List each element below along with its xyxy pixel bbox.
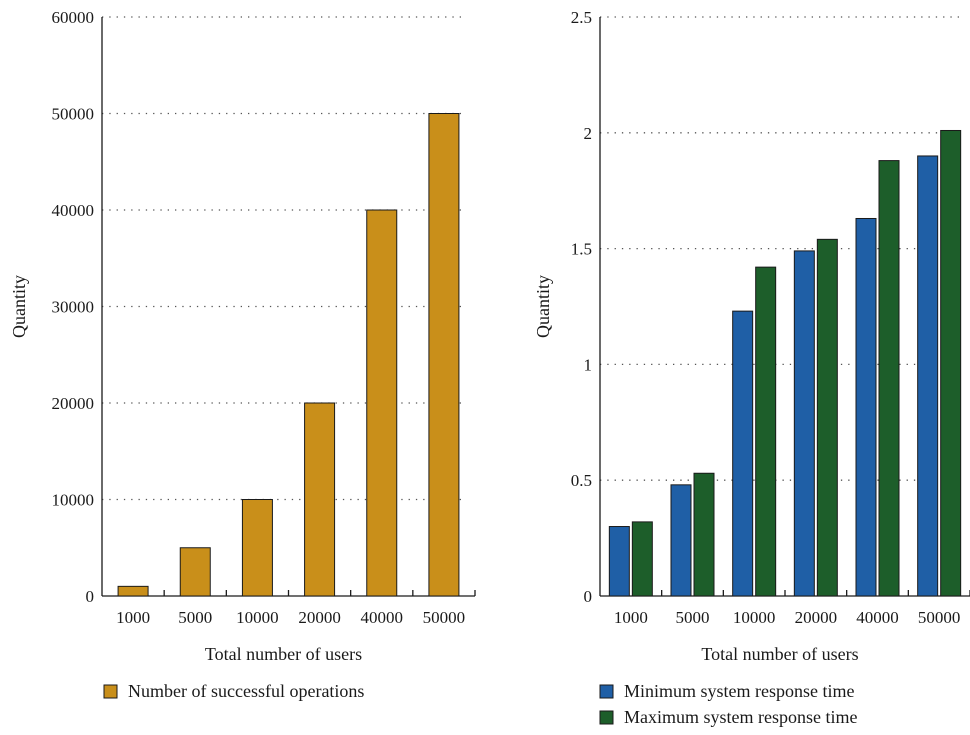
x-tick-label: 5000 (178, 608, 212, 627)
x-tick-label: 40000 (361, 608, 404, 627)
response-time-chart: 0 0.5 1 1.5 2 2.5 1000 5000 10000 20000 40000 50000… (533, 8, 970, 727)
bar-number-of-successful-operations-40000 (366, 209, 398, 597)
bar-number-of-successful-operations-1000 (117, 585, 149, 597)
legend-label: Minimum system response time (624, 681, 854, 701)
bar-maximum-system-response-time-20000 (816, 238, 838, 597)
y-tick-label: 0 (584, 587, 593, 606)
y-axis-title: Quantity (533, 275, 553, 338)
x-axis-title: Total number of users (205, 644, 362, 664)
bar-minimum-system-response-time-40000 (855, 217, 877, 597)
x-tick-label: 1000 (614, 608, 648, 627)
bar-maximum-system-response-time-5000 (693, 472, 715, 597)
x-tick-label: 10000 (236, 608, 279, 627)
x-tick-label: 1000 (116, 608, 150, 627)
legend-label: Maximum system response time (624, 707, 857, 727)
x-tick-label: 50000 (423, 608, 466, 627)
bar-minimum-system-response-time-20000 (793, 250, 815, 597)
y-tick-label: 20000 (52, 394, 95, 413)
bar-number-of-successful-operations-10000 (241, 499, 273, 597)
x-tick-label: 5000 (676, 608, 710, 627)
y-tick-label: 10000 (52, 491, 95, 510)
bar-minimum-system-response-time-5000 (670, 484, 692, 597)
y-tick-label: 30000 (52, 298, 95, 317)
y-tick-label: 50000 (52, 105, 95, 124)
x-axis-title: Total number of users (701, 644, 858, 664)
bar-number-of-successful-operations-50000 (428, 113, 460, 597)
bar-maximum-system-response-time-10000 (755, 266, 777, 597)
bar-number-of-successful-operations-5000 (179, 547, 211, 597)
legend-swatch (599, 684, 614, 699)
y-tick-label: 1.5 (571, 240, 592, 259)
x-tick-label: 50000 (918, 608, 961, 627)
legend-swatch (599, 710, 614, 725)
y-tick-label: 60000 (52, 8, 95, 27)
bar-maximum-system-response-time-40000 (878, 160, 900, 597)
y-tick-label: 1 (584, 355, 593, 374)
legend-swatch (103, 684, 118, 699)
y-tick-label: 0 (86, 587, 95, 606)
successful-operations-chart: 0 10000 20000 30000 40000 50000 60000 1000 5000 1… (9, 8, 476, 701)
bar-minimum-system-response-time-1000 (608, 526, 630, 597)
legend-label: Number of successful operations (128, 681, 364, 701)
x-tick-label: 10000 (733, 608, 776, 627)
bar-minimum-system-response-time-50000 (917, 155, 939, 597)
x-tick-label: 20000 (795, 608, 838, 627)
bar-minimum-system-response-time-10000 (732, 310, 754, 597)
x-tick-label: 40000 (856, 608, 899, 627)
y-tick-label: 2 (584, 124, 593, 143)
bar-number-of-successful-operations-20000 (304, 402, 336, 597)
y-tick-label: 2.5 (571, 8, 592, 27)
y-axis-title: Quantity (9, 275, 29, 338)
bar-maximum-system-response-time-1000 (631, 521, 653, 597)
y-tick-label: 40000 (52, 201, 95, 220)
x-tick-label: 20000 (298, 608, 341, 627)
y-tick-label: 0.5 (571, 471, 592, 490)
bar-maximum-system-response-time-50000 (940, 129, 962, 597)
